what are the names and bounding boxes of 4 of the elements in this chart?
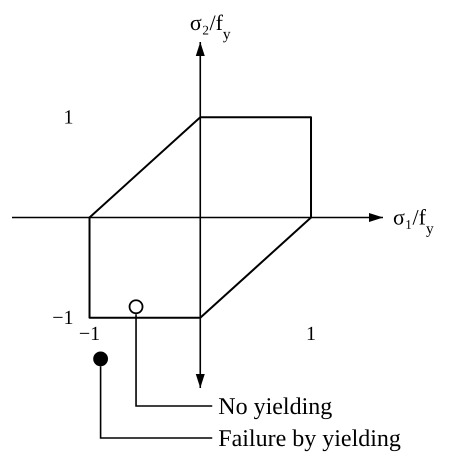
annotation: No yielding: [218, 394, 332, 420]
annotation: Failure by yielding: [218, 426, 401, 452]
y-axis-title: σ₂/f$_{y}$: [190, 10, 231, 42]
x-axis-title: σ₁/f$_{y}$: [393, 204, 434, 238]
